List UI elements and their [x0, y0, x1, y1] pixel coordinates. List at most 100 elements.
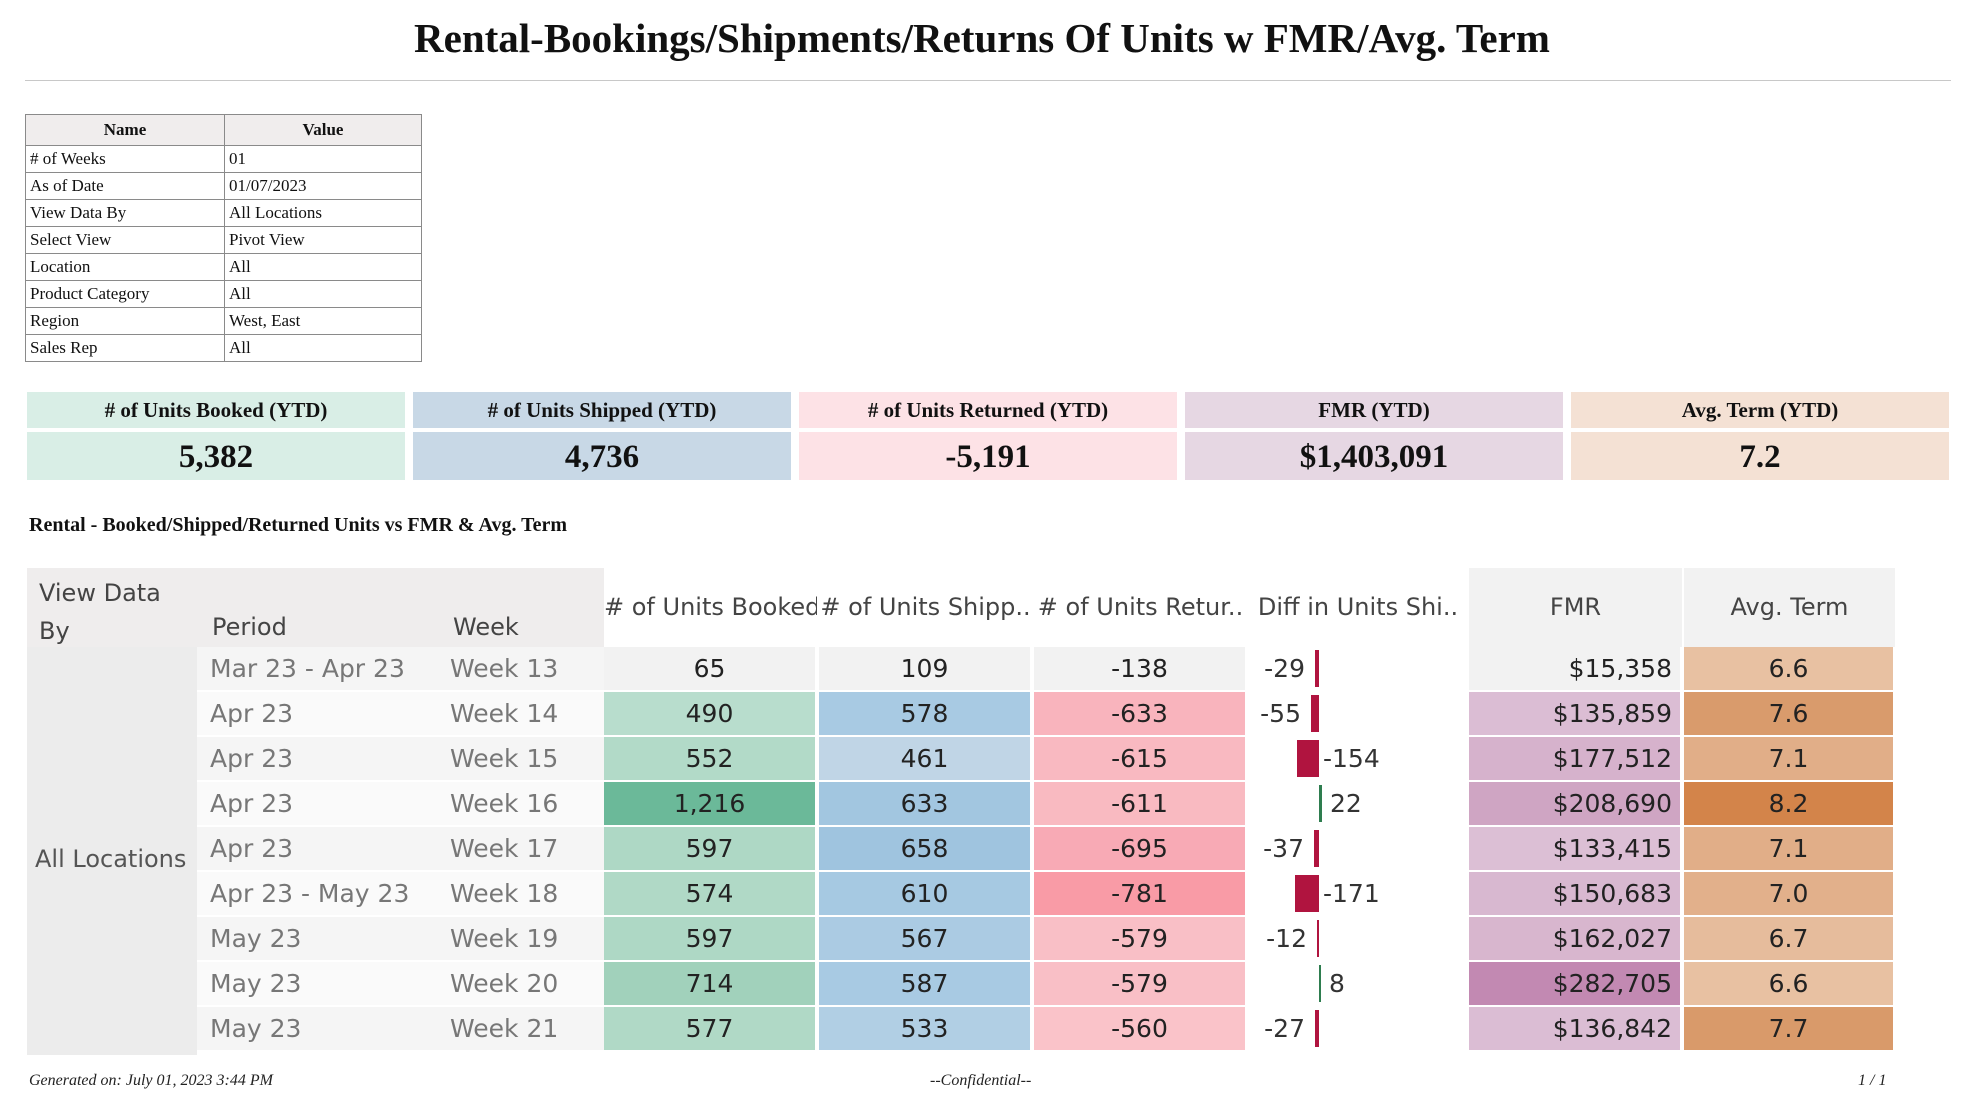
param-row: As of Date 01/07/2023 [25, 172, 422, 200]
fmr-cell: $162,027 [1469, 917, 1680, 960]
week-cell: Week 17 [450, 834, 559, 863]
parameters-table: Name Value # of Weeks 01 As of Date 01/07/2… [25, 114, 422, 362]
fmr-cell: $150,683 [1469, 872, 1680, 915]
shipped-cell: 633 [819, 782, 1030, 825]
diff-label: -37 [1263, 834, 1304, 863]
row-header-block: View Data By Period Week [27, 568, 627, 647]
avg-term-cell: 6.6 [1684, 647, 1893, 690]
kpi-label: Avg. Term (YTD) [1571, 392, 1949, 428]
param-row: Sales Rep All [25, 334, 422, 362]
param-row: Select View Pivot View [25, 226, 422, 254]
booked-cell: 552 [604, 737, 815, 780]
column-header[interactable]: Avg. Term [1684, 568, 1895, 647]
shipped-cell: 610 [819, 872, 1030, 915]
returned-cell: -579 [1034, 917, 1245, 960]
table-row: May 23 Week 19 597 567 -579 -12 $162,027 6.7 [197, 917, 1922, 962]
kpi-label: # of Units Shipped (YTD) [413, 392, 791, 428]
diff-bar [1314, 830, 1319, 867]
param-row: View Data By All Locations [25, 199, 422, 227]
week-cell: Week 13 [450, 654, 559, 683]
page-number: 1 / 1 [1858, 1072, 1887, 1089]
week-cell: Week 14 [450, 699, 559, 728]
avg-term-cell: 7.1 [1684, 827, 1893, 870]
period-cell: Apr 23 [197, 782, 627, 825]
shipped-cell: 567 [819, 917, 1030, 960]
diff-label: 22 [1330, 789, 1362, 818]
booked-cell: 597 [604, 827, 815, 870]
kpi-card: FMR (YTD) $1,403,091 [1185, 392, 1563, 482]
column-header[interactable]: # of Units Booked [604, 568, 817, 647]
fmr-cell: $282,705 [1469, 962, 1680, 1005]
param-name: Sales Rep [25, 334, 225, 362]
table-row: May 23 Week 21 577 533 -560 -27 $136,842 7.7 [197, 1007, 1922, 1052]
param-value: All [224, 253, 422, 281]
shipped-cell: 533 [819, 1007, 1030, 1050]
avg-term-cell: 6.6 [1684, 962, 1893, 1005]
header-period: Period [212, 613, 287, 641]
param-value: 01/07/2023 [224, 172, 422, 200]
param-name: Product Category [25, 280, 225, 308]
shipped-cell: 658 [819, 827, 1030, 870]
param-name: Location [25, 253, 225, 281]
diff-cell: -37 [1249, 827, 1465, 870]
header-week: Week [453, 613, 519, 641]
period-cell: Apr 23 [197, 827, 627, 870]
avg-term-cell: 7.6 [1684, 692, 1893, 735]
diff-bar [1297, 740, 1319, 777]
fmr-cell: $135,859 [1469, 692, 1680, 735]
diff-cell: -12 [1249, 917, 1465, 960]
avg-term-cell: 8.2 [1684, 782, 1893, 825]
param-value: Pivot View [224, 226, 422, 254]
param-name: Region [25, 307, 225, 335]
period-cell: May 23 [197, 1007, 627, 1050]
kpi-label: # of Units Booked (YTD) [27, 392, 405, 428]
avg-term-cell: 6.7 [1684, 917, 1893, 960]
kpi-card: # of Units Returned (YTD) -5,191 [799, 392, 1177, 482]
param-name: As of Date [25, 172, 225, 200]
fmr-cell: $136,842 [1469, 1007, 1680, 1050]
param-row: Product Category All [25, 280, 422, 308]
column-header[interactable]: # of Units Retur.. [1034, 568, 1247, 647]
diff-bar [1315, 650, 1319, 687]
table-row: Apr 23 Week 15 552 461 -615 -154 $177,512 7.1 [197, 737, 1922, 782]
param-name: Select View [25, 226, 225, 254]
kpi-value: 5,382 [27, 432, 405, 480]
param-name: View Data By [25, 199, 225, 227]
fmr-cell: $208,690 [1469, 782, 1680, 825]
diff-cell: 8 [1249, 962, 1465, 1005]
kpi-card: # of Units Shipped (YTD) 4,736 [413, 392, 791, 482]
shipped-cell: 587 [819, 962, 1030, 1005]
fmr-cell: $133,415 [1469, 827, 1680, 870]
header-view-data-by: View Data By [39, 579, 161, 645]
booked-cell: 65 [604, 647, 815, 690]
column-header[interactable]: # of Units Shipp.. [819, 568, 1032, 647]
diff-label: 8 [1329, 969, 1345, 998]
diff-label: -27 [1264, 1014, 1305, 1043]
kpi-value: 4,736 [413, 432, 791, 480]
diff-label: -29 [1264, 654, 1305, 683]
week-cell: Week 20 [450, 969, 559, 998]
avg-term-cell: 7.0 [1684, 872, 1893, 915]
table-row: Apr 23 Week 17 597 658 -695 -37 $133,415 7.1 [197, 827, 1922, 872]
week-cell: Week 21 [450, 1014, 559, 1043]
param-row: Region West, East [25, 307, 422, 335]
diff-label: -171 [1323, 879, 1380, 908]
diff-cell: -171 [1249, 872, 1465, 915]
fmr-cell: $177,512 [1469, 737, 1680, 780]
column-header[interactable]: Diff in Units Shi.. [1249, 568, 1467, 647]
returned-cell: -579 [1034, 962, 1245, 1005]
param-value: West, East [224, 307, 422, 335]
booked-cell: 490 [604, 692, 815, 735]
kpi-card: Avg. Term (YTD) 7.2 [1571, 392, 1949, 482]
table-row: May 23 Week 20 714 587 -579 8 $282,705 6.6 [197, 962, 1922, 1007]
report-title: Rental-Bookings/Shipments/Returns Of Uni… [414, 15, 1550, 61]
diff-bar [1295, 875, 1319, 912]
diff-cell: -29 [1249, 647, 1465, 690]
column-header[interactable]: FMR [1469, 568, 1682, 647]
kpi-row: # of Units Booked (YTD) 5,382 # of Units S… [27, 392, 1949, 482]
booked-cell: 1,216 [604, 782, 815, 825]
returned-cell: -138 [1034, 647, 1245, 690]
shipped-cell: 109 [819, 647, 1030, 690]
kpi-card: # of Units Booked (YTD) 5,382 [27, 392, 405, 482]
kpi-value: 7.2 [1571, 432, 1949, 480]
